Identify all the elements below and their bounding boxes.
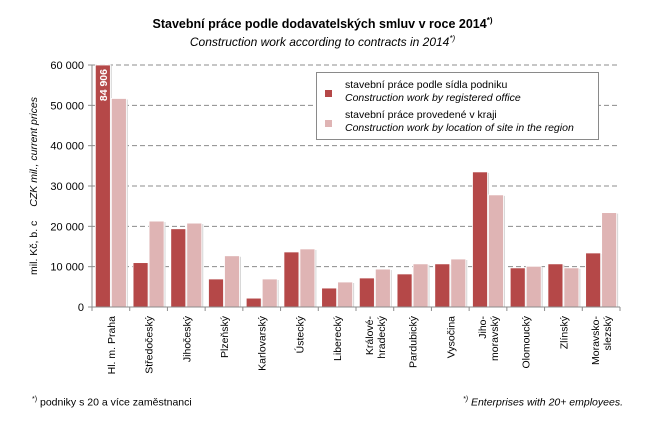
x-category-label: Jiho-	[477, 316, 489, 339]
footnote-marker: *)	[462, 396, 469, 403]
y-axis-ticks: 0 10 000 20 000 30 000 40 000 50 000 60 000	[50, 60, 92, 314]
x-category-label: Pardubický	[408, 315, 420, 368]
x-category-label: Králové-	[364, 316, 376, 356]
bar-registered-office	[358, 277, 375, 308]
legend-label-en: Construction work by location of site in…	[345, 122, 574, 134]
bar-registered-office	[321, 287, 338, 308]
bar-site-location	[488, 194, 504, 308]
chart-title: Stavební práce podle dodavatelských smlu…	[0, 16, 645, 31]
legend-label: stavební práce podle sídla podniku Const…	[345, 79, 521, 105]
subtitle-footnote-marker: *)	[449, 34, 456, 43]
bar-site-location	[186, 222, 203, 308]
bar-registered-office	[434, 263, 451, 308]
bar-registered-office	[245, 297, 262, 308]
bar-registered-office	[132, 262, 149, 308]
x-category-label: Hl. m. Praha	[106, 316, 118, 375]
footnote-cz: *) podniky s 20 a více zaměstnanci	[32, 396, 192, 409]
x-category-label: Jihočeský	[181, 315, 193, 362]
y-tick-label: 20 000	[50, 221, 84, 233]
footnote-text-en: Enterprises with 20+ employees.	[470, 396, 623, 409]
x-axis-labels: Hl. m. Praha Středočeský Jihočeský Plzeňský…	[106, 315, 614, 374]
y-axis-label: mil. Kč, b. c CZK mil., current prices	[28, 96, 40, 275]
y-tick-label: 40 000	[50, 141, 84, 153]
y-tick-label: 0	[78, 302, 84, 314]
x-category-label: Liberecký	[332, 315, 344, 361]
y-axis-label-en: CZK mil., current prices	[28, 96, 40, 206]
footnote-marker: *)	[32, 396, 38, 403]
x-category-label: Ústecký	[293, 315, 306, 353]
bar-site-location	[412, 263, 429, 308]
bar-site-location	[148, 220, 165, 308]
y-tick-label: 10 000	[50, 262, 84, 274]
chart-subtitle-text: Construction work according to contracts…	[189, 35, 450, 49]
bar-site-location	[374, 268, 391, 308]
bar-registered-office	[396, 273, 413, 308]
legend-label: stavební práce provedené v kraji Constru…	[345, 109, 574, 135]
bar-site-location	[601, 212, 618, 308]
y-axis-label-cz: mil. Kč, b. c	[28, 221, 40, 275]
footnote-text-cz: podniky s 20 a více zaměstnanci	[39, 396, 192, 409]
legend-label-cz: stavební práce podle sídla podniku	[345, 79, 508, 91]
bar-site-location	[261, 278, 278, 308]
x-category-label: hradecký	[376, 315, 388, 358]
bar-site-location	[299, 248, 316, 308]
x-category-label: Plzeňský	[219, 315, 231, 358]
bar-site-location	[337, 281, 354, 308]
annotations: 84 906	[98, 69, 110, 101]
x-category-label: Karlovarský	[257, 315, 269, 371]
x-category-label: Vysočina	[445, 316, 457, 358]
legend-swatch-site-location	[325, 120, 332, 127]
chart-subtitle: Construction work according to contracts…	[0, 34, 645, 49]
title-footnote-marker: *)	[486, 16, 493, 25]
y-tick-label: 30 000	[50, 181, 84, 193]
bar-registered-office	[547, 263, 564, 308]
bar-registered-office	[283, 251, 300, 308]
legend: stavební práce podle sídla podniku Const…	[316, 72, 599, 140]
y-tick-label: 50 000	[50, 100, 84, 112]
x-category-label: slezský	[602, 315, 614, 350]
bar-site-location	[563, 267, 580, 308]
bar-value-label: 84 906	[98, 69, 110, 101]
bar-site-location	[450, 258, 467, 308]
bar-registered-office	[170, 228, 187, 308]
x-category-label: moravský	[489, 315, 501, 361]
chart-title-text: Stavební práce podle dodavatelských smlu…	[152, 17, 487, 32]
legend-label-cz: stavební práce provedené v kraji	[345, 109, 497, 121]
bar-registered-office	[585, 252, 602, 308]
bar-site-location	[224, 255, 240, 308]
bar-registered-office	[472, 171, 488, 308]
x-category-label: Moravsko-	[590, 316, 602, 366]
y-tick-label: 60 000	[50, 60, 84, 72]
legend-swatch-registered-office	[325, 90, 332, 97]
x-category-label: Středočeský	[144, 315, 156, 374]
bar-site-location	[110, 98, 127, 308]
x-category-label: Olomoucký	[521, 315, 533, 368]
bar-site-location	[525, 265, 542, 308]
bars	[94, 64, 619, 308]
axes	[91, 65, 621, 311]
footnote-en: *) Enterprises with 20+ employees.	[463, 396, 623, 409]
bar-registered-office	[208, 278, 224, 308]
bar-registered-office	[509, 267, 526, 308]
x-category-label: Zlínský	[558, 315, 570, 349]
legend-label-en: Construction work by registered office	[345, 92, 521, 104]
